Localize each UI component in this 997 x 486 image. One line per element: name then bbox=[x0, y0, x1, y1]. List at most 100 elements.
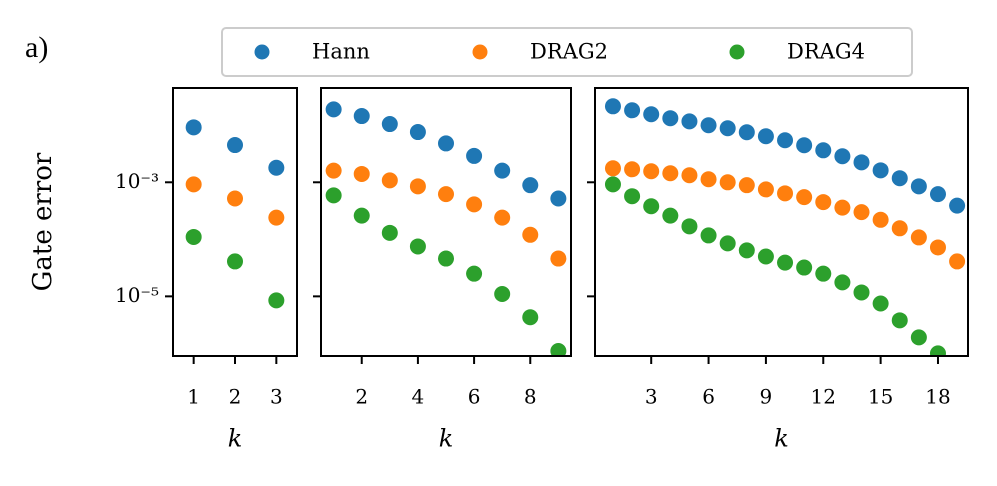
point bbox=[738, 124, 755, 141]
point bbox=[522, 309, 539, 326]
point bbox=[268, 292, 285, 309]
point bbox=[891, 170, 908, 187]
point bbox=[604, 176, 621, 193]
x-tick-label: 4 bbox=[412, 385, 425, 409]
point bbox=[624, 102, 641, 119]
point bbox=[662, 110, 679, 127]
point bbox=[268, 159, 285, 176]
point bbox=[409, 124, 426, 141]
point bbox=[522, 226, 539, 243]
x-axis-label: k bbox=[439, 425, 454, 453]
point bbox=[681, 113, 698, 130]
legend-label: Hann bbox=[312, 40, 370, 64]
x-axis-label: k bbox=[774, 425, 789, 453]
point bbox=[929, 186, 946, 203]
x-tick-label: 15 bbox=[868, 385, 893, 409]
point bbox=[466, 147, 483, 164]
point bbox=[550, 343, 567, 356]
point bbox=[796, 259, 813, 276]
point bbox=[949, 253, 966, 270]
panel-label: a) bbox=[25, 31, 48, 64]
point bbox=[719, 120, 736, 137]
point bbox=[681, 167, 698, 184]
point bbox=[325, 187, 342, 204]
legend-marker bbox=[472, 44, 488, 60]
x-tick-label: 1 bbox=[187, 385, 200, 409]
point bbox=[891, 220, 908, 237]
plot-area bbox=[325, 101, 567, 356]
legend-box bbox=[221, 27, 913, 77]
point bbox=[381, 116, 398, 133]
point bbox=[522, 177, 539, 194]
x-tick-label: 6 bbox=[468, 385, 481, 409]
point bbox=[494, 209, 511, 226]
x-axis-label: k bbox=[228, 425, 243, 453]
x-tick-label: 9 bbox=[760, 385, 773, 409]
point bbox=[662, 207, 679, 224]
point bbox=[853, 154, 870, 171]
axes-frame bbox=[320, 87, 572, 357]
y-tick-label: 10⁻⁵ bbox=[115, 283, 159, 307]
point bbox=[227, 253, 243, 270]
plot-area bbox=[185, 119, 285, 309]
point bbox=[834, 274, 851, 291]
point bbox=[929, 345, 946, 356]
y-axis-label: Gate error bbox=[28, 152, 58, 291]
point bbox=[550, 250, 567, 267]
point bbox=[757, 181, 774, 198]
x-tick-label: 6 bbox=[702, 385, 715, 409]
point bbox=[438, 186, 454, 203]
point bbox=[643, 106, 660, 123]
point bbox=[466, 265, 483, 282]
point bbox=[624, 188, 641, 205]
point bbox=[353, 108, 370, 125]
point bbox=[929, 239, 946, 256]
x-tick-label: 3 bbox=[645, 385, 658, 409]
point bbox=[185, 228, 202, 245]
point bbox=[910, 229, 927, 246]
point bbox=[872, 295, 889, 312]
point bbox=[227, 190, 243, 207]
point bbox=[353, 165, 370, 182]
point bbox=[624, 161, 641, 178]
point bbox=[325, 162, 342, 179]
point bbox=[681, 218, 698, 235]
point bbox=[185, 176, 202, 193]
point bbox=[494, 162, 511, 179]
point bbox=[815, 265, 832, 282]
point bbox=[719, 235, 736, 252]
point bbox=[353, 207, 370, 224]
point bbox=[910, 329, 927, 346]
x-tick-label: 2 bbox=[355, 385, 368, 409]
axes-frame bbox=[172, 87, 298, 357]
point bbox=[438, 250, 454, 267]
point bbox=[796, 189, 813, 206]
y-tick-label: 10⁻³ bbox=[115, 169, 159, 193]
point bbox=[738, 177, 755, 194]
x-tick-label: 18 bbox=[925, 385, 950, 409]
point bbox=[466, 196, 483, 213]
point bbox=[853, 284, 870, 301]
x-tick-label: 3 bbox=[270, 385, 283, 409]
point bbox=[604, 160, 621, 177]
point bbox=[700, 117, 717, 134]
point bbox=[381, 224, 398, 241]
point bbox=[834, 148, 851, 165]
point bbox=[738, 242, 755, 259]
point bbox=[815, 194, 832, 211]
point bbox=[185, 119, 202, 136]
legend-marker bbox=[254, 44, 270, 60]
point bbox=[777, 185, 794, 202]
point bbox=[325, 101, 342, 118]
point bbox=[494, 285, 511, 302]
point bbox=[796, 137, 813, 154]
point bbox=[777, 132, 794, 149]
point bbox=[227, 137, 243, 154]
point bbox=[949, 197, 966, 214]
x-tick-label: 8 bbox=[524, 385, 537, 409]
point bbox=[438, 135, 454, 152]
point bbox=[409, 178, 426, 195]
point bbox=[643, 163, 660, 180]
